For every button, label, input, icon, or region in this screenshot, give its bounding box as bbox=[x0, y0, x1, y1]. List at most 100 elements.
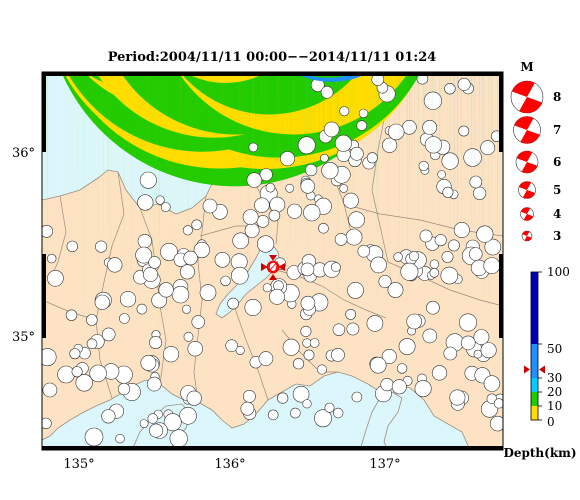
earthquake-marker-2-27 bbox=[366, 72, 378, 164]
earthquake-marker-0-54 bbox=[140, 72, 333, 371]
earthquake-marker-1-40 bbox=[269, 72, 285, 305]
frame-top-a bbox=[42, 72, 79, 76]
depth-band-20-30 bbox=[531, 378, 538, 392]
earthquake-marker-4-67 bbox=[468, 72, 483, 261]
earthquake-marker-0-62 bbox=[89, 72, 352, 383]
earthquake-marker-0-68 bbox=[146, 72, 359, 392]
earthquake-marker-3-6 bbox=[259, 72, 273, 182]
earthquake-marker-6-14 bbox=[282, 72, 300, 356]
lon-label-135: 135° bbox=[63, 457, 94, 472]
earthquake-marker-2-10 bbox=[339, 72, 350, 117]
lat-label-36: 36° bbox=[12, 146, 35, 161]
earthquake-marker-7-3 bbox=[449, 72, 466, 406]
earthquake-marker-0-37 bbox=[117, 72, 368, 396]
lon-label-136: 136° bbox=[214, 457, 245, 472]
earthquake-marker-1-18 bbox=[137, 72, 154, 211]
earthquake-marker-4-51 bbox=[414, 72, 432, 398]
earthquake-marker-4-63 bbox=[391, 72, 407, 395]
earthquake-marker-6-13 bbox=[267, 72, 279, 421]
earthquake-marker-3-17 bbox=[348, 72, 365, 229]
magnitude-legend-ball-5 bbox=[518, 181, 536, 199]
frame-left-2 bbox=[42, 254, 46, 338]
frame-top-3 bbox=[385, 72, 503, 76]
earthquake-marker-4-29 bbox=[480, 72, 497, 359]
earthquake-marker-1-9 bbox=[232, 72, 249, 250]
featured-event-symbol: Ø bbox=[267, 260, 278, 276]
frame-right-2 bbox=[499, 254, 503, 338]
earthquake-marker-4-71 bbox=[330, 72, 341, 273]
map-area[interactable]: Ø bbox=[39, 0, 505, 451]
earthquake-marker-7-1 bbox=[480, 72, 499, 418]
earthquake-marker-0-42 bbox=[46, 72, 229, 264]
earthquake-marker-2-37 bbox=[305, 72, 318, 177]
earthquake-marker-2-36 bbox=[424, 72, 443, 154]
frame-left-0 bbox=[42, 72, 46, 152]
earthquake-marker-2-30 bbox=[469, 72, 483, 189]
earthquake-marker-0-25 bbox=[187, 72, 286, 357]
earthquake-marker-5-7 bbox=[429, 72, 440, 269]
earthquake-marker-6-11 bbox=[240, 72, 358, 416]
earthquake-marker-2-15 bbox=[444, 72, 456, 95]
earthquake-marker-6-8 bbox=[292, 72, 305, 370]
earthquake-marker-4-38 bbox=[300, 72, 315, 277]
earthquake-marker-5-5 bbox=[409, 72, 420, 262]
earthquake-marker-0-50 bbox=[42, 72, 193, 238]
earthquake-marker-3-8 bbox=[339, 72, 349, 193]
depth-tick-10: 10 bbox=[547, 399, 562, 413]
frame-right-0 bbox=[499, 72, 503, 152]
depth-colorbar-outline bbox=[530, 271, 539, 421]
magnitude-legend-label-3: 3 bbox=[553, 229, 561, 243]
frame-bottom-1 bbox=[79, 446, 230, 450]
earthquake-marker-4-64 bbox=[484, 72, 502, 256]
earthquake-marker-0-46 bbox=[47, 72, 250, 287]
lon-axis: 135° 136° 137° bbox=[63, 457, 400, 472]
magnitude-legend-ball-3 bbox=[521, 230, 533, 242]
earthquake-marker-0-49 bbox=[115, 72, 421, 444]
earthquake-marker-6-9 bbox=[235, 72, 245, 355]
earthquake-marker-2-1 bbox=[463, 72, 482, 167]
earthquake-marker-5-2 bbox=[447, 72, 460, 252]
map-frame bbox=[42, 72, 503, 450]
earthquake-symbols bbox=[42, 72, 503, 448]
magnitude-legend-label-4: 4 bbox=[553, 207, 561, 221]
earthquake-marker-2-35 bbox=[297, 72, 316, 155]
earthquake-marker-4-11 bbox=[381, 72, 397, 364]
earthquake-marker-6-1 bbox=[289, 72, 301, 419]
earthquake-marker-4-72 bbox=[476, 72, 494, 243]
depth-marker-left bbox=[524, 365, 530, 374]
earthquake-marker-4-58 bbox=[431, 72, 448, 381]
ise-bay bbox=[359, 391, 403, 450]
earthquake-marker-2-31 bbox=[442, 72, 454, 198]
depth-ticks bbox=[538, 271, 542, 421]
earthquake-marker-2-40 bbox=[457, 72, 471, 91]
featured-arrow-bottom bbox=[269, 274, 277, 280]
earthquake-marker-4-54 bbox=[460, 72, 476, 351]
magnitude-legend: M 8 7 6 5 4 3 bbox=[510, 60, 561, 243]
earthquake-marker-1-23 bbox=[158, 72, 174, 298]
earthquake-marker-2-2 bbox=[480, 72, 496, 156]
featured-event[interactable]: Ø bbox=[261, 255, 285, 280]
map-border bbox=[41, 71, 504, 451]
earthquake-marker-4-68 bbox=[347, 72, 364, 299]
depth-tick-30: 30 bbox=[547, 371, 562, 385]
depth-band-50-100 bbox=[531, 272, 538, 344]
featured-arrow-right bbox=[278, 263, 285, 271]
earthquake-marker-3-20 bbox=[321, 72, 339, 180]
earthquake-marker-5-9 bbox=[441, 72, 454, 263]
earthquake-marker-0-56 bbox=[95, 72, 108, 253]
earthquake-marker-4-35 bbox=[458, 72, 477, 332]
earthquake-marker-6-5 bbox=[302, 72, 312, 409]
earthquake-marker-5-1 bbox=[434, 72, 447, 247]
earthquake-marker-2-8 bbox=[422, 72, 438, 135]
lat-axis: 36° 35° bbox=[12, 146, 35, 345]
earthquake-marker-4-24 bbox=[473, 72, 490, 345]
earthquake-marker-4-43 bbox=[346, 72, 360, 336]
earthquake-marker-4-18 bbox=[453, 72, 470, 239]
earthquake-marker-0-10 bbox=[94, 72, 272, 310]
map-title: Period:2004/11/11 00:00−−2014/11/11 01:2… bbox=[108, 50, 437, 65]
earthquake-marker-0-9 bbox=[119, 72, 286, 324]
earthquake-marker-1-14 bbox=[191, 72, 202, 231]
earthquake-marker-4-44 bbox=[357, 72, 371, 258]
earthquake-marker-2-41 bbox=[320, 72, 334, 99]
